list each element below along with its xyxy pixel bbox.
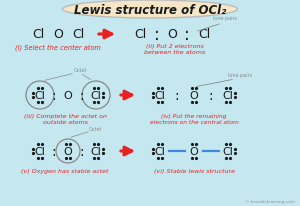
Text: :: : <box>154 26 160 44</box>
Text: :: : <box>52 144 56 158</box>
Text: O: O <box>64 91 72 101</box>
Text: Octet: Octet <box>73 68 87 73</box>
Ellipse shape <box>62 1 238 19</box>
Text: lone pairs: lone pairs <box>228 73 252 78</box>
Text: (i) Select the center atom: (i) Select the center atom <box>15 44 101 50</box>
Text: :: : <box>209 89 213 103</box>
Text: © knordislearning.com: © knordislearning.com <box>245 199 295 203</box>
Text: O: O <box>190 91 198 101</box>
Text: :: : <box>80 144 84 158</box>
Text: Cl: Cl <box>198 28 210 41</box>
Text: Lewis structure of OCl₂: Lewis structure of OCl₂ <box>74 4 226 16</box>
Text: Octet: Octet <box>88 126 102 131</box>
Text: O: O <box>53 28 63 41</box>
Text: Cl: Cl <box>34 146 45 156</box>
Text: Cl: Cl <box>223 146 233 156</box>
Text: Cl: Cl <box>134 28 146 41</box>
Text: Cl: Cl <box>34 91 45 101</box>
Text: O: O <box>64 146 72 156</box>
Text: lone pairs: lone pairs <box>213 16 237 21</box>
Text: Cl: Cl <box>154 146 165 156</box>
Text: Cl: Cl <box>223 91 233 101</box>
Text: O: O <box>167 28 177 41</box>
Text: :: : <box>80 89 84 103</box>
Text: :: : <box>175 89 179 103</box>
Text: Cl: Cl <box>91 91 101 101</box>
Text: Cl: Cl <box>91 146 101 156</box>
Text: O: O <box>190 146 198 156</box>
Text: (iii) Complete the actet on
outside atoms: (iii) Complete the actet on outside atom… <box>23 114 106 124</box>
Text: (vi) Stable lewis structure: (vi) Stable lewis structure <box>154 168 235 173</box>
Text: Cl: Cl <box>72 28 84 41</box>
Text: Cl: Cl <box>154 91 165 101</box>
Text: (ii) Put 2 electrons
between the atoms: (ii) Put 2 electrons between the atoms <box>144 44 206 55</box>
Text: :: : <box>184 26 190 44</box>
Text: (v) Oxygen has stable actet: (v) Oxygen has stable actet <box>21 168 109 173</box>
Text: (iv) Put the remaining
electrons on the central atom: (iv) Put the remaining electrons on the … <box>150 114 238 124</box>
Text: :: : <box>52 89 56 103</box>
Text: Cl: Cl <box>32 28 44 41</box>
